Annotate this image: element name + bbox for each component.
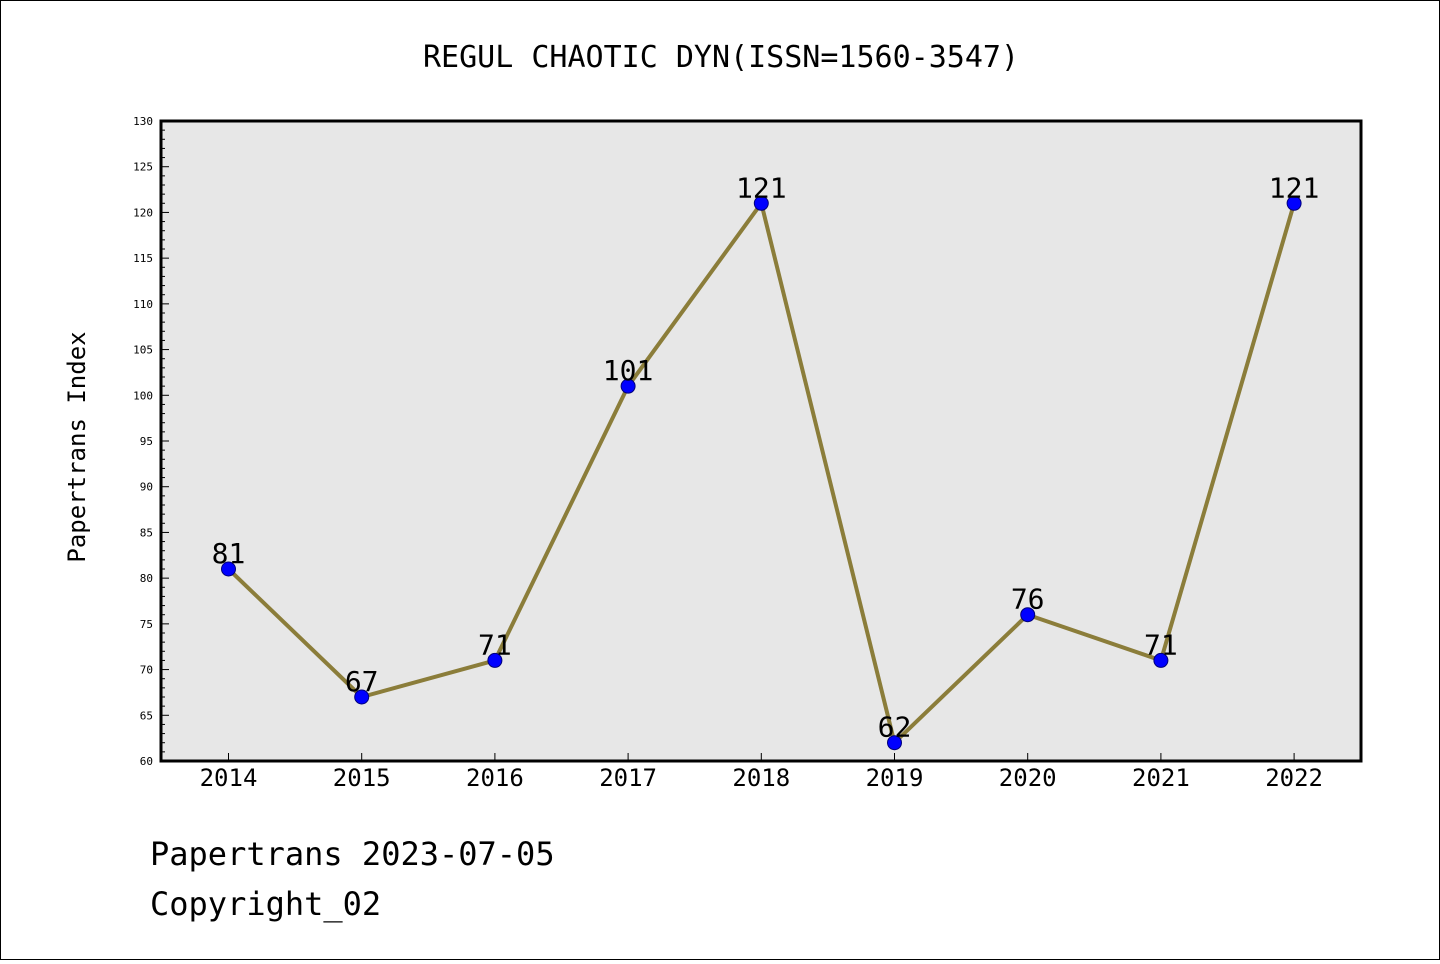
x-tick-label: 2020 xyxy=(999,764,1057,792)
data-label: 101 xyxy=(603,354,654,387)
y-tick-label: 100 xyxy=(133,389,153,402)
data-point xyxy=(620,378,636,394)
y-tick-label: 85 xyxy=(140,526,153,539)
plot-border xyxy=(159,119,1363,763)
y-tick-label: 60 xyxy=(140,755,153,768)
y-tick-label: 125 xyxy=(133,161,153,174)
y-tick-label: 115 xyxy=(133,252,153,265)
series-group: 81 67 71 101 121 62 76 71 121 xyxy=(212,171,1320,751)
y-axis-label: Papertrans Index xyxy=(63,331,91,562)
data-label: 71 xyxy=(478,628,512,661)
data-label: 121 xyxy=(736,171,787,204)
y-tick-label: 75 xyxy=(140,618,153,631)
data-point xyxy=(487,652,503,668)
data-label: 81 xyxy=(212,537,246,570)
x-axis: 2014 2015 2016 2017 2018 2019 2020 2021 2022 xyxy=(200,753,1323,792)
y-tick-label: 105 xyxy=(133,344,153,357)
y-tick-label: 120 xyxy=(133,206,153,219)
y-tick-label: 80 xyxy=(140,572,153,585)
data-point xyxy=(753,195,769,211)
data-label: 121 xyxy=(1269,171,1320,204)
chart-title: REGUL CHAOTIC DYN(ISSN=1560-3547) xyxy=(423,40,1019,75)
data-point xyxy=(221,561,236,577)
x-tick-label: 2015 xyxy=(333,764,391,792)
x-tick-label: 2021 xyxy=(1132,764,1190,792)
data-point xyxy=(887,735,902,751)
y-tick-label: 90 xyxy=(140,481,153,494)
plot-area xyxy=(161,121,1361,761)
data-label: 71 xyxy=(1144,628,1178,661)
data-point xyxy=(1020,607,1036,623)
y-tick-label: 65 xyxy=(140,709,153,722)
y-tick-label: 95 xyxy=(140,435,153,448)
data-label: 67 xyxy=(345,665,379,698)
x-tick-label: 2014 xyxy=(200,764,258,792)
x-tick-label: 2019 xyxy=(866,764,924,792)
y-tick-label: 70 xyxy=(140,664,153,677)
x-tick-label: 2018 xyxy=(732,764,790,792)
x-tick-label: 2016 xyxy=(466,764,524,792)
x-tick-label: 2017 xyxy=(599,764,657,792)
data-point xyxy=(1153,652,1169,668)
footer-copyright: Copyright_02 xyxy=(150,885,381,923)
data-label: 76 xyxy=(1011,583,1045,616)
footer-date: Papertrans 2023-07-05 xyxy=(150,835,555,873)
data-label: 62 xyxy=(878,711,912,744)
x-tick-label: 2022 xyxy=(1265,764,1323,792)
y-tick-label: 110 xyxy=(133,298,153,311)
y-tick-label: 130 xyxy=(133,115,153,128)
data-point xyxy=(1286,195,1302,211)
data-point xyxy=(354,689,370,705)
